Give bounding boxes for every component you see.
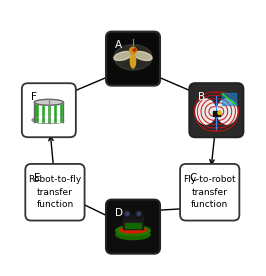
Bar — [49, 102, 53, 122]
Ellipse shape — [32, 117, 66, 123]
Text: D: D — [115, 208, 123, 218]
Bar — [63, 102, 65, 122]
Bar — [213, 111, 219, 116]
Ellipse shape — [116, 230, 150, 240]
Bar — [59, 102, 63, 122]
FancyBboxPatch shape — [22, 83, 76, 137]
Bar — [54, 102, 58, 122]
Text: F: F — [31, 92, 37, 102]
Text: E: E — [34, 173, 41, 183]
Text: B: B — [198, 92, 205, 102]
Ellipse shape — [114, 51, 132, 60]
Bar — [39, 102, 44, 122]
Text: A: A — [115, 40, 122, 50]
Circle shape — [138, 213, 140, 215]
Bar — [39, 102, 41, 122]
Bar — [44, 102, 48, 122]
Bar — [34, 102, 63, 122]
Circle shape — [130, 47, 136, 54]
Ellipse shape — [130, 54, 136, 68]
Circle shape — [135, 210, 143, 218]
Text: Robot-to-fly
transfer
function: Robot-to-fly transfer function — [28, 175, 82, 209]
Ellipse shape — [114, 45, 152, 70]
FancyBboxPatch shape — [180, 164, 239, 221]
Bar — [57, 102, 59, 122]
Text: C: C — [189, 173, 197, 183]
Bar — [125, 223, 141, 228]
Bar — [45, 102, 47, 122]
FancyBboxPatch shape — [106, 32, 160, 86]
Ellipse shape — [119, 226, 147, 234]
Bar — [35, 102, 39, 122]
Bar — [222, 93, 236, 105]
Ellipse shape — [34, 99, 63, 105]
Circle shape — [124, 211, 130, 217]
Bar — [51, 102, 53, 122]
FancyBboxPatch shape — [25, 164, 85, 221]
Ellipse shape — [217, 99, 237, 124]
Circle shape — [123, 210, 131, 218]
Bar — [123, 215, 143, 229]
Text: Fly-to-robot
transfer
function: Fly-to-robot transfer function — [184, 175, 236, 209]
Circle shape — [136, 211, 142, 217]
Circle shape — [218, 111, 221, 115]
Ellipse shape — [134, 51, 152, 60]
FancyBboxPatch shape — [106, 200, 160, 254]
FancyBboxPatch shape — [189, 83, 243, 137]
Circle shape — [133, 49, 136, 51]
Ellipse shape — [196, 99, 216, 124]
Circle shape — [126, 213, 128, 215]
Ellipse shape — [116, 225, 150, 236]
